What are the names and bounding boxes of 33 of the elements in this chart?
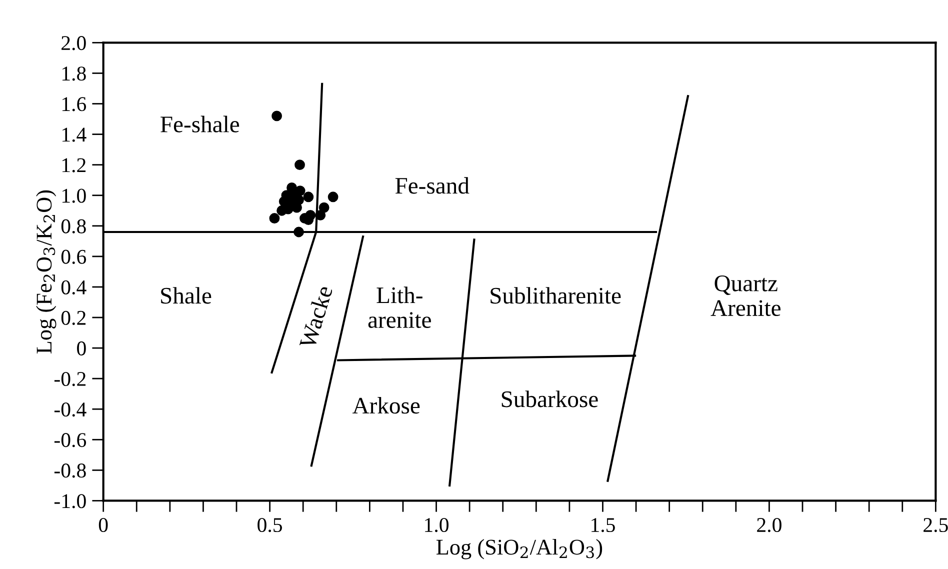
annotation: Lith- arenite [368,286,431,328]
y-tick-label: 1.2 [62,158,86,172]
y-tick-label: -0.8 [54,464,86,478]
x-tick-label: 0 [98,518,108,532]
annotation: Wacke [298,284,333,350]
x-tick-label: 1.5 [592,518,615,532]
y-axis-title: Log (Fe$_{2}$O$_{3}$/K$_{2}$O) [36,190,56,354]
y-tick-label: 0.6 [61,250,86,264]
y-tick-label: 0.2 [61,310,86,326]
annotation: Fe-sand [395,177,470,194]
x-tick-label: 2.0 [757,518,782,532]
y-tick-label: 1.8 [62,66,86,81]
annotation: Sublitharenite [490,287,621,304]
annotation: Subarkose [502,390,598,408]
annotation: Shale [161,287,212,304]
y-tick-label: -0.6 [54,433,86,448]
y-tick-label: 1.6 [62,97,86,112]
y-tick-label: 0.4 [61,280,86,294]
y-tick-label: 2.0 [62,36,86,50]
y-tick-label: -1.0 [54,494,86,508]
y-tick-label: 0 [77,341,86,356]
y-tick-label: -0.4 [54,402,86,417]
y-tick-label: 1.4 [62,128,86,142]
y-tick-label: -0.2 [54,372,86,386]
x-tick-label: 0.5 [258,518,282,532]
x-axis-title: Log (SiO$_{2}$/Al$_{2}$O$_{3}$) [436,539,602,560]
annotation: Arkose [352,397,420,414]
x-tick-label: 1.0 [425,518,448,532]
x-tick-label: 2.5 [924,518,948,532]
y-tick-label: 0.8 [61,219,86,234]
annotation: Quartz Arenite [710,276,780,316]
y-tick-label: 1.0 [62,188,86,203]
annotation: Fe-shale [160,116,240,132]
